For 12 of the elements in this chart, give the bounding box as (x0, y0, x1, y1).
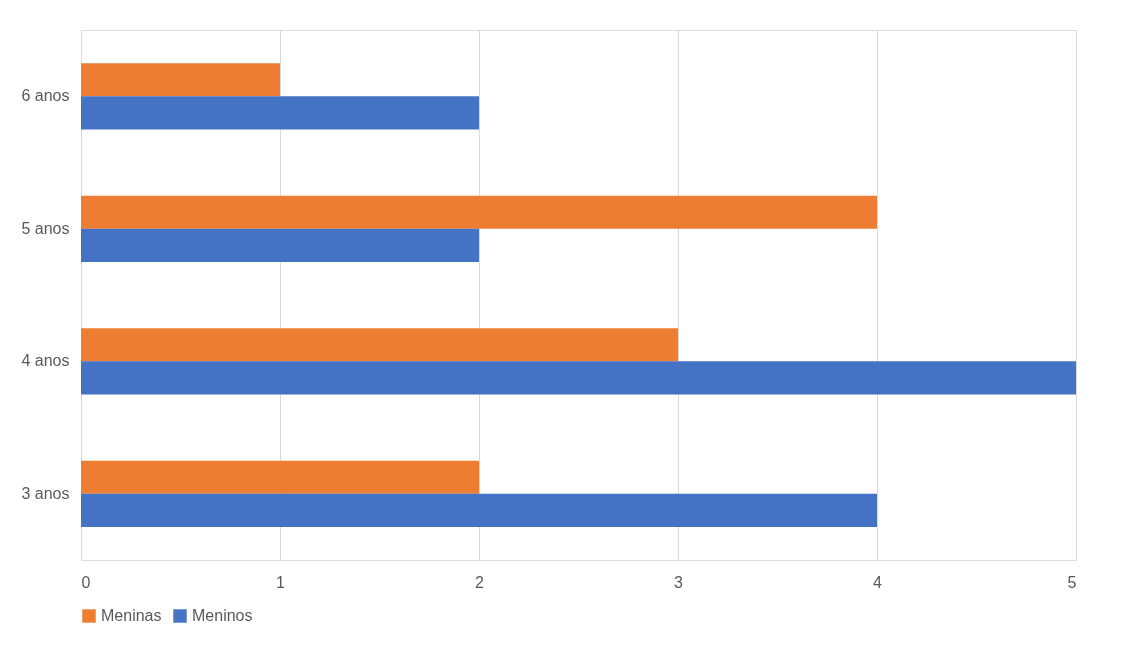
y-tick-label: 4 anos (21, 352, 70, 370)
y-tick-label: 6 anos (21, 87, 70, 105)
y-tick-label: 3 anos (21, 484, 70, 502)
x-tick-label: 3 (674, 573, 684, 591)
x-tick-label: 4 (873, 573, 883, 591)
legend-label: Meninos (192, 607, 253, 624)
x-tick-label: 5 (1067, 573, 1077, 591)
legend-label: Meninas (101, 607, 162, 624)
y-tick-label: 5 anos (21, 219, 70, 237)
x-tick-label: 0 (81, 573, 91, 591)
x-tick-label: 1 (276, 573, 286, 591)
x-tick-label: 2 (475, 573, 485, 591)
